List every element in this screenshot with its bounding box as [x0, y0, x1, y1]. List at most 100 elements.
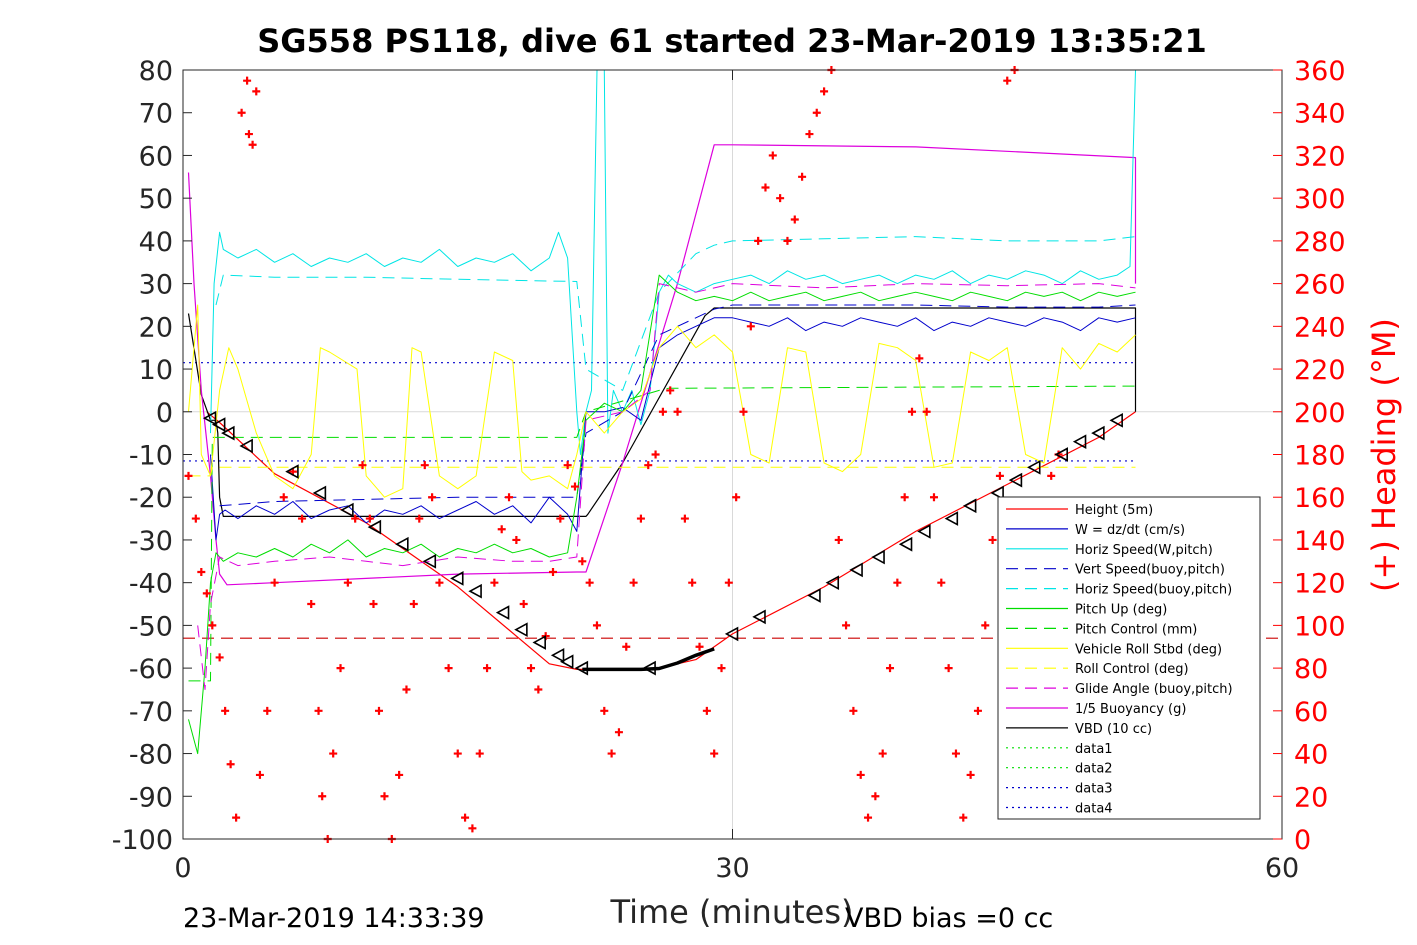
triangle-marker [221, 425, 235, 441]
heading-point [369, 600, 378, 609]
heading-point [527, 664, 536, 673]
heading-point [585, 578, 594, 587]
y-tick-label: 0 [156, 398, 173, 429]
heading-point [871, 792, 880, 801]
series-vert-speed-buoy [219, 304, 1136, 507]
heading-point [197, 567, 206, 576]
heading-point [483, 664, 492, 673]
series-horiz-speed-buoy [215, 236, 1136, 391]
legend-label: data1 [1075, 742, 1113, 757]
y2-tick-label: 100 [1294, 611, 1346, 642]
heading-point [468, 824, 477, 833]
legend-items: Height (5m) W = dz/dt (cm/s) Horiz Speed(W… [1006, 503, 1233, 817]
triangle-marker [898, 536, 913, 552]
heading-point [351, 514, 360, 523]
y-tick-label: -50 [129, 611, 173, 642]
y2-axis-ticks: 3603403203002802602402202001801601401201… [1273, 56, 1346, 856]
y-axis-ticks: 80 70 60 50 40 30 20 10 0 -10 -20 -30 -40 -50 -60 -70 -8… [112, 56, 192, 856]
y2-tick-label: 160 [1294, 483, 1346, 514]
heading-point [252, 87, 261, 96]
heading-point [402, 685, 411, 694]
y2-tick-label: 0 [1294, 825, 1311, 856]
heading-point [519, 600, 528, 609]
triangle-marker [367, 519, 382, 535]
heading-point [673, 407, 682, 416]
heading-point [783, 236, 792, 245]
heading-point [702, 706, 711, 715]
triangle-marker [962, 498, 977, 514]
heading-point [680, 514, 689, 523]
heading-point [724, 578, 733, 587]
triangle-marker [514, 622, 528, 638]
heading-point [842, 621, 851, 630]
heading-point [908, 407, 917, 416]
heading-point [929, 493, 938, 502]
heading-point [644, 461, 653, 470]
y-tick-label: -40 [129, 569, 173, 600]
footer-vbd-bias: VBD bias =0 cc [845, 903, 1053, 934]
triangle-marker [1091, 425, 1105, 441]
heading-point [732, 493, 741, 502]
heading-point [248, 140, 257, 149]
triangle-marker [340, 502, 354, 518]
heading-point [1003, 76, 1012, 85]
heading-point [834, 535, 843, 544]
legend-label: W = dz/dt (cm/s) [1075, 523, 1185, 538]
heading-point [893, 578, 902, 587]
heading-point [1047, 471, 1056, 480]
series-vehicle-roll [188, 304, 1136, 498]
triangle-marker [550, 647, 565, 663]
series-w-dzdt [210, 317, 1136, 541]
heading-point [415, 514, 424, 523]
triangle-marker [849, 562, 863, 578]
y2-tick-label: 300 [1294, 184, 1346, 215]
heading-point [232, 813, 241, 822]
heading-point [279, 493, 288, 502]
y2-tick-label: 320 [1294, 141, 1346, 172]
y2-tick-label: 20 [1294, 782, 1328, 813]
y2-tick-label: 280 [1294, 227, 1346, 258]
heading-point [878, 749, 887, 758]
heading-point [444, 664, 453, 673]
triangle-marker [917, 524, 931, 539]
heading-point [688, 578, 697, 587]
heading-point [244, 130, 253, 139]
triangle-marker [450, 571, 464, 586]
heading-point [995, 471, 1004, 480]
heading-point [191, 514, 200, 523]
y2-tick-label: 200 [1294, 398, 1346, 429]
heading-point [409, 600, 418, 609]
x-axis-label: Time (minutes) [610, 893, 854, 931]
y2-tick-label: 120 [1294, 569, 1346, 600]
heading-point [475, 749, 484, 758]
y-tick-label: -10 [129, 441, 173, 472]
triangle-marker [312, 485, 327, 501]
y-tick-label: 40 [139, 227, 173, 258]
legend-label: Pitch Control (mm) [1075, 622, 1197, 637]
y2-tick-label: 360 [1294, 56, 1346, 87]
heading-point [629, 578, 638, 587]
heading-point [915, 354, 924, 363]
heading-point [435, 578, 444, 587]
y-tick-label: 50 [139, 184, 173, 215]
heading-point [944, 664, 953, 673]
heading-point [717, 664, 726, 673]
heading-point [614, 728, 623, 737]
heading-point [380, 792, 389, 801]
triangle-marker [202, 410, 217, 426]
triangle-markers [202, 410, 1123, 676]
heading-point [849, 706, 858, 715]
triangle-marker [1072, 434, 1087, 450]
heading-point [307, 600, 316, 609]
heading-point [951, 749, 960, 758]
triangle-marker [495, 605, 510, 620]
x-tick-label: 60 [1265, 853, 1299, 884]
heading-point [607, 749, 616, 758]
heading-point [820, 87, 829, 96]
legend-label: Vert Speed(buoy,pitch) [1075, 563, 1225, 578]
legend-label: Height (5m) [1075, 503, 1153, 518]
heading-point [959, 813, 968, 822]
x-axis-ticks: 0 30 60 [174, 70, 1299, 884]
